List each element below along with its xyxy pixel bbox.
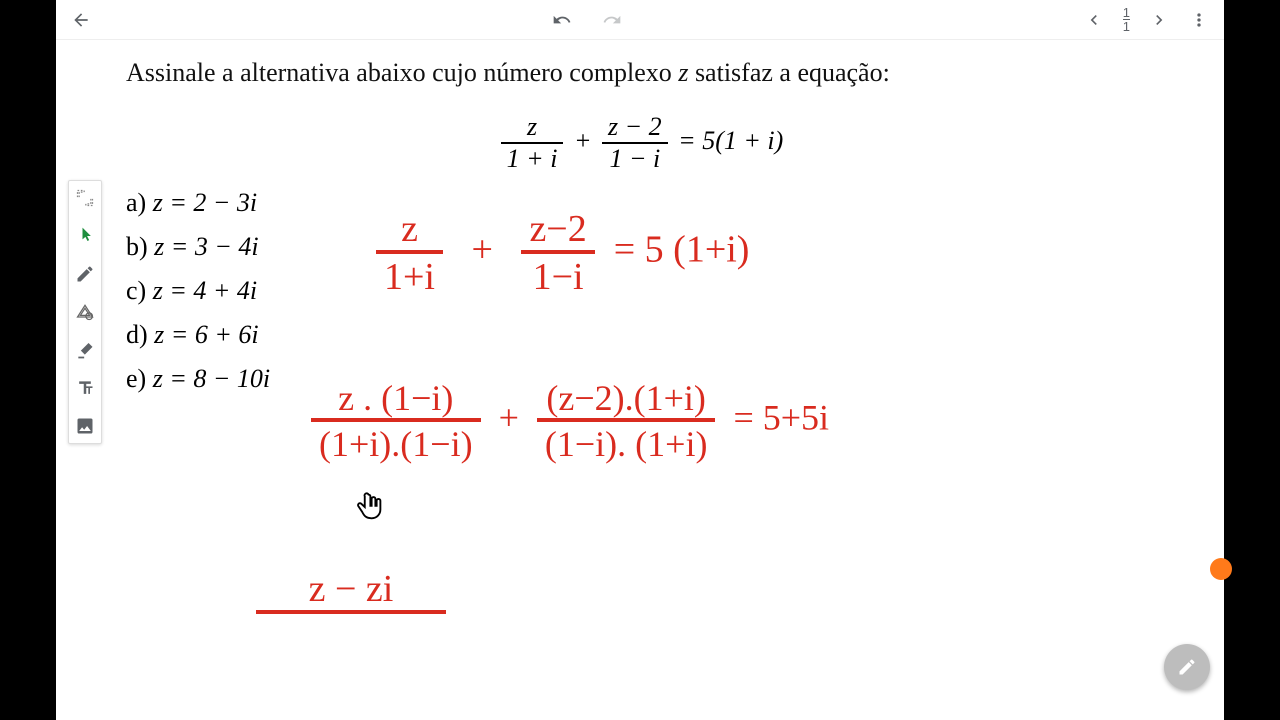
undo-icon[interactable]: [551, 9, 573, 31]
question-post: satisfaz a equação:: [688, 58, 889, 87]
handwriting-line1: z 1+i + z−2 1−i = 5 (1+i): [376, 210, 749, 296]
orange-indicator: [1210, 558, 1232, 580]
topbar: 1 1: [56, 0, 1224, 40]
cursor-icon: [356, 490, 386, 524]
page-total: 1: [1123, 19, 1130, 33]
option-d[interactable]: d) z = 6 + 6i: [126, 320, 1154, 350]
page-current: 1: [1123, 6, 1130, 19]
eq-num1: z: [501, 112, 564, 142]
back-icon[interactable]: [70, 9, 92, 31]
question-pre: Assinale a alternativa abaixo cujo númer…: [126, 58, 678, 87]
edit-fab[interactable]: [1164, 644, 1210, 690]
prev-page-icon[interactable]: [1083, 9, 1105, 31]
eq-den2: 1 − i: [602, 142, 668, 174]
question-z: z: [678, 58, 688, 87]
handwriting-line3: z − zi: [256, 570, 446, 618]
handwriting-line2: z . (1−i) (1+i).(1−i) + (z−2).(1+i) (1−i…: [311, 380, 829, 462]
redo-icon[interactable]: [601, 9, 623, 31]
more-icon[interactable]: [1188, 9, 1210, 31]
page-counter: 1 1: [1123, 6, 1130, 33]
question-text: Assinale a alternativa abaixo cujo númer…: [126, 58, 1154, 88]
eq-den1: 1 + i: [501, 142, 564, 174]
eq-plus: +: [574, 126, 598, 155]
content-area: Assinale a alternativa abaixo cujo númer…: [56, 40, 1224, 720]
app-frame: 1 1: [56, 0, 1224, 720]
eq-num2: z − 2: [602, 112, 668, 142]
equation: z 1 + i + z − 2 1 − i = 5(1 + i): [126, 112, 1154, 174]
eq-rhs: = 5(1 + i): [678, 126, 783, 155]
next-page-icon[interactable]: [1148, 9, 1170, 31]
